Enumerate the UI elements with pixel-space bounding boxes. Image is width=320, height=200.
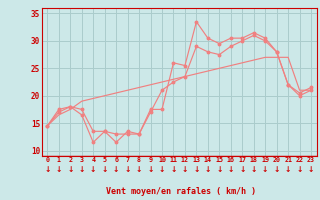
Text: ↓: ↓ [296, 165, 303, 174]
Text: Vent moyen/en rafales ( km/h ): Vent moyen/en rafales ( km/h ) [106, 187, 256, 196]
Text: ↓: ↓ [182, 165, 188, 174]
Text: ↓: ↓ [67, 165, 74, 174]
Text: ↓: ↓ [239, 165, 245, 174]
Text: ↓: ↓ [136, 165, 142, 174]
Text: ↓: ↓ [101, 165, 108, 174]
Text: ↓: ↓ [216, 165, 222, 174]
Text: ↓: ↓ [262, 165, 268, 174]
Text: ↓: ↓ [78, 165, 85, 174]
Text: ↓: ↓ [193, 165, 200, 174]
Text: ↓: ↓ [251, 165, 257, 174]
Text: ↓: ↓ [159, 165, 165, 174]
Text: ↓: ↓ [274, 165, 280, 174]
Text: ↓: ↓ [113, 165, 119, 174]
Text: ↓: ↓ [285, 165, 291, 174]
Text: ↓: ↓ [228, 165, 234, 174]
Text: ↓: ↓ [308, 165, 314, 174]
Text: ↓: ↓ [205, 165, 211, 174]
Text: ↓: ↓ [56, 165, 62, 174]
Text: ↓: ↓ [170, 165, 177, 174]
Text: ↓: ↓ [124, 165, 131, 174]
Text: ↓: ↓ [147, 165, 154, 174]
Text: ↓: ↓ [90, 165, 96, 174]
Text: ↓: ↓ [44, 165, 51, 174]
